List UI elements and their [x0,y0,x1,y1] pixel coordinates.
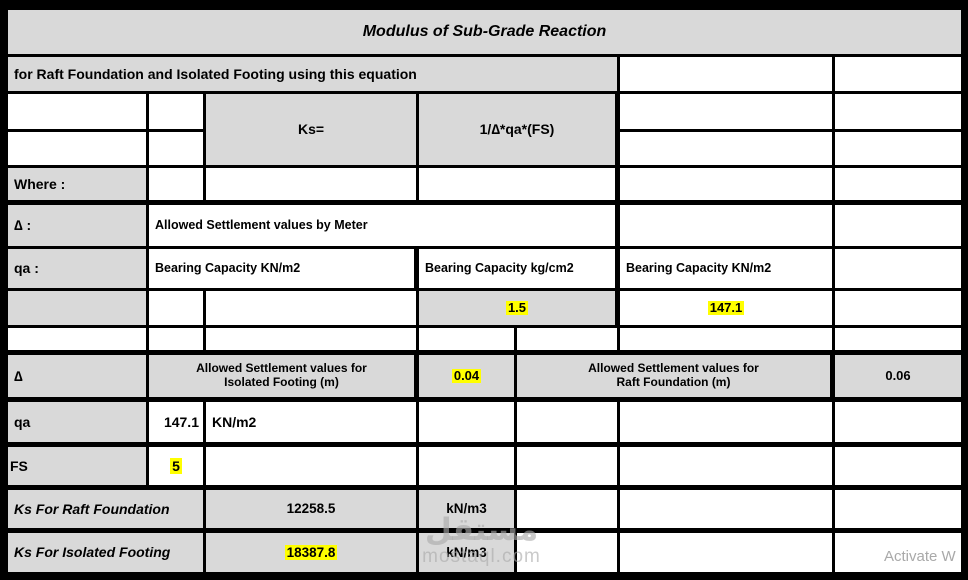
cell-empty[interactable] [620,205,832,246]
cell-empty[interactable] [517,533,617,572]
highlighted-value: 1.5 [505,299,529,316]
cell-empty[interactable] [149,132,203,165]
cell-qa-value-knm2[interactable]: 147.1 [620,291,832,325]
cell-empty[interactable] [620,328,832,350]
cell-empty[interactable] [149,291,203,325]
cell-empty[interactable] [8,94,146,129]
cell-qa-value-kgcm2[interactable]: 1.5 [419,291,615,325]
cell-empty[interactable] [620,447,832,485]
cell-input-qa-value[interactable]: 147.1 [149,402,203,442]
highlighted-value: 5 [170,457,182,475]
cell-empty[interactable] [835,249,961,288]
cell-equation-rhs[interactable]: 1/∆*qa*(FS) [419,94,615,165]
cell-empty[interactable] [8,328,146,350]
cell-empty[interactable] [517,328,617,350]
cell-empty[interactable] [620,533,832,572]
cell-input-qa-label[interactable]: qa [8,402,146,442]
cell-empty[interactable] [835,168,961,200]
cell-qa-unit-knm2[interactable]: Bearing Capacity KN/m2 [149,249,414,288]
highlighted-value: 0.04 [451,367,482,384]
cell-empty[interactable] [835,490,961,528]
cell-empty[interactable] [206,168,416,200]
cell-result-isolated-label[interactable]: Ks For Isolated Footing [8,533,203,572]
cell-equation-lhs[interactable]: Ks= [206,94,416,165]
cell-settlement-delta-label[interactable]: ∆ [8,355,146,397]
cell-empty[interactable] [206,447,416,485]
cell-empty[interactable] [206,291,416,325]
cell-empty[interactable] [620,132,832,165]
highlighted-value: 147.1 [707,299,745,316]
cell-empty[interactable] [620,402,832,442]
settlement-label-line: Allowed Settlement values for [196,361,367,376]
cell-input-fs-value[interactable]: 5 [149,447,203,485]
cell-empty[interactable] [835,533,961,572]
cell-result-isolated-value[interactable]: 18387.8 [206,533,416,572]
cell-empty[interactable] [419,168,615,200]
cell-input-fs-label[interactable]: FS [8,447,146,485]
cell-empty[interactable] [835,94,961,129]
cell-empty[interactable] [835,57,961,91]
cell-empty[interactable] [149,168,203,200]
cell-empty[interactable] [835,132,961,165]
cell-result-raft-label[interactable]: Ks For Raft Foundation [8,490,203,528]
cell-empty[interactable] [835,291,961,325]
settlement-label-line: Raft Foundation (m) [616,375,731,389]
settlement-label-lines: Allowed Settlement values for Isolated F… [196,361,367,390]
cell-settlement-isolated-label[interactable]: Allowed Settlement values for Isolated F… [149,355,414,397]
windows-activate-watermark: Activate W [884,548,956,565]
cell-empty[interactable] [517,447,617,485]
cell-empty[interactable] [419,402,514,442]
settlement-label-line: Isolated Footing (m) [224,375,339,389]
cell-title[interactable]: Modulus of Sub-Grade Reaction [8,10,961,54]
cell-qa-unit-knm2-2[interactable]: Bearing Capacity KN/m2 [620,249,832,288]
cell-qa-def-label[interactable]: qa : [8,249,146,288]
cell-settlement-isolated-value[interactable]: 0.04 [419,355,514,397]
cell-empty[interactable] [835,205,961,246]
settlement-label-lines: Allowed Settlement values for Raft Found… [588,361,759,390]
cell-result-raft-value[interactable]: 12258.5 [206,490,416,528]
cell-where-label[interactable]: Where : [8,168,146,200]
cell-result-isolated-unit[interactable]: kN/m3 [419,533,514,572]
cell-empty[interactable] [206,328,416,350]
cell-qa-unit-kgcm2[interactable]: Bearing Capacity kg/cm2 [419,249,615,288]
cell-empty[interactable] [8,291,146,325]
cell-empty[interactable] [517,402,617,442]
cell-result-raft-unit[interactable]: kN/m3 [419,490,514,528]
cell-empty[interactable] [835,328,961,350]
cell-empty[interactable] [620,57,832,91]
cell-settlement-raft-label[interactable]: Allowed Settlement values for Raft Found… [517,355,830,397]
cell-input-qa-unit[interactable]: KN/m2 [206,402,416,442]
cell-settlement-raft-value[interactable]: 0.06 [835,355,961,397]
cell-empty[interactable] [835,447,961,485]
cell-empty[interactable] [149,94,203,129]
highlighted-value: 18387.8 [284,544,338,561]
cell-subtitle[interactable]: for Raft Foundation and Isolated Footing… [8,57,617,91]
cell-delta-def-label[interactable]: ∆ : [8,205,146,246]
settlement-label-line: Allowed Settlement values for [588,361,759,376]
cell-empty[interactable] [620,490,832,528]
cell-delta-def-text[interactable]: Allowed Settlement values by Meter [149,205,615,246]
cell-empty[interactable] [419,447,514,485]
cell-empty[interactable] [149,328,203,350]
cell-empty[interactable] [517,490,617,528]
cell-empty[interactable] [620,168,832,200]
cell-empty[interactable] [620,94,832,129]
cell-empty[interactable] [835,402,961,442]
cell-empty[interactable] [419,328,514,350]
cell-empty[interactable] [8,132,146,165]
